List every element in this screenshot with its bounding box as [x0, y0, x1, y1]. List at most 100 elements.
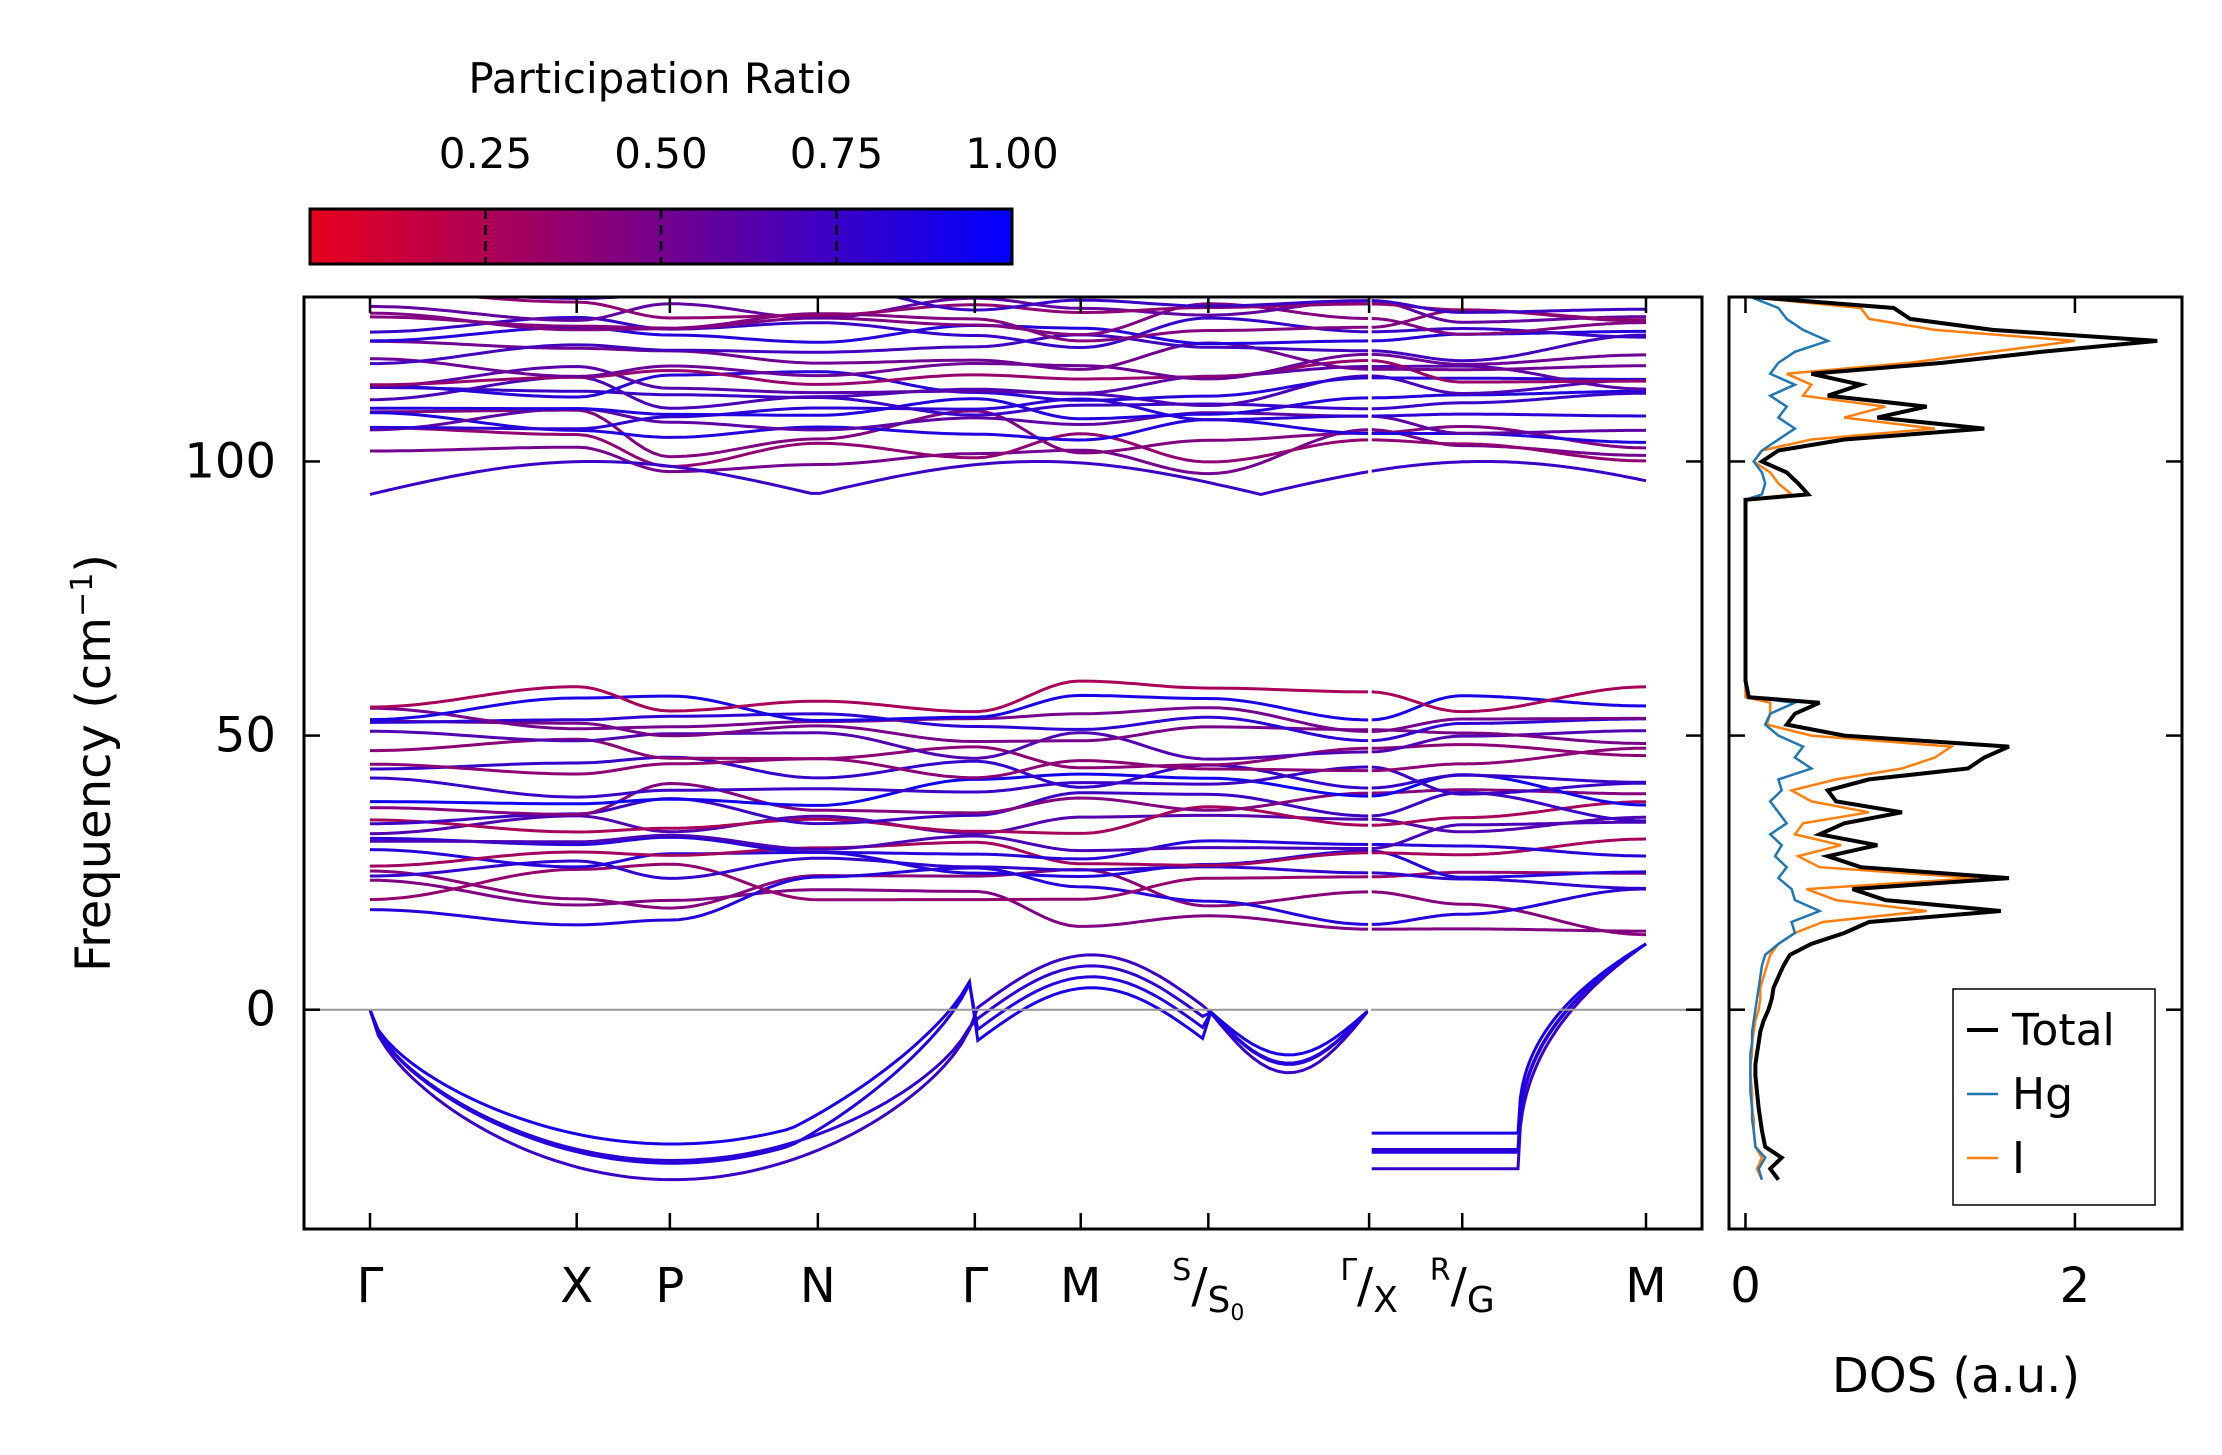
low-optical-branch [1371, 871, 1646, 890]
high-optical-branch [369, 370, 1370, 402]
legend-label: I [2012, 1133, 2025, 1184]
low-optical-branch [1371, 791, 1646, 823]
acoustic-branch [1371, 942, 1647, 1135]
high-optical-branch [1371, 327, 1646, 339]
low-optical-branch [370, 772, 1370, 807]
high-optical-branch [1371, 438, 1646, 463]
low-optical-branch [1371, 890, 1646, 937]
low-optical-branch [370, 679, 1370, 714]
high-optical-branch [1371, 425, 1646, 450]
colorbar-tick-label: 0.50 [614, 129, 708, 178]
acoustic-branch [368, 977, 1371, 1146]
band-structure-panel: 0 50 100 Γ X P N Γ M S/S0 Γ/X R/G M Frequency (cm−1) [65, 295, 1704, 1326]
acoustic-branch [1371, 942, 1647, 1154]
low-optical-branch [1371, 837, 1646, 857]
legend-items: Total Hg I [1967, 1005, 2115, 1184]
high-optical-branch [1371, 412, 1646, 418]
high-optical-branch [369, 352, 1370, 381]
high-optical-branch [370, 397, 1370, 431]
dos-legend: Total Hg I [1952, 988, 2156, 1206]
q-point-label: Γ [961, 1258, 988, 1314]
high-optical-branch [1371, 414, 1647, 435]
low-optical-branch [1371, 887, 1646, 926]
colorbar-tick-label: 0.25 [439, 129, 533, 178]
high-optical-branch [1371, 432, 1646, 444]
high-optical-branch [1371, 391, 1646, 411]
high-optical-branch [1371, 389, 1646, 400]
dos-curve-total [1743, 297, 2158, 1181]
legend-label: Hg [2012, 1069, 2073, 1120]
low-optical-branch [369, 693, 1370, 723]
high-optical-branch [1371, 317, 1646, 336]
low-optical-branch [1371, 716, 1646, 733]
low-optical-branch [1371, 685, 1646, 714]
high-optical-branch [369, 339, 1370, 371]
legend-box [1952, 988, 2156, 1206]
low-optical-branch [1371, 694, 1647, 722]
high-optical-branch [370, 428, 1370, 476]
high-optical-branch [1371, 359, 1646, 384]
high-optical-branch [369, 312, 1370, 343]
dos-curve-hg [1744, 297, 1832, 1181]
low-optical-branch [1371, 815, 1646, 834]
q-point-label: X [560, 1258, 593, 1314]
q-point-label: M [1060, 1258, 1101, 1314]
low-optical-branch [370, 729, 1370, 761]
q-point-label: M [1625, 1258, 1666, 1314]
dos-x-tick-label: 2 [2060, 1258, 2091, 1314]
y-axis-label: Frequency (cm−1) [65, 554, 122, 972]
low-optical-branch [370, 781, 1370, 816]
low-optical-branch [1371, 773, 1647, 807]
dos-x-axis-label: DOS (a.u.) [1832, 1348, 2080, 1404]
y-tick-label: 100 [184, 433, 276, 489]
colorbar-tick-label: 1.00 [965, 129, 1059, 178]
low-optical-branch [1371, 773, 1646, 790]
high-optical-branch [1371, 299, 1646, 314]
path-break-gap [1368, 297, 1372, 1229]
colorbar-tick-label: 0.75 [790, 129, 884, 178]
phonon-branches [368, 297, 1647, 1182]
low-optical-branch [369, 878, 1370, 931]
high-optical-branch [370, 359, 1370, 387]
high-optical-branch [370, 333, 1370, 366]
low-optical-branch [370, 833, 1370, 853]
q-point-label: R/G [1430, 1253, 1495, 1321]
low-optical-branch [1371, 843, 1646, 858]
high-optical-branch [369, 460, 1370, 496]
colorbar-title: Participation Ratio [468, 54, 851, 103]
acoustic-branch [368, 953, 1371, 1182]
low-optical-branch [369, 866, 1370, 927]
low-optical-branch [1371, 820, 1646, 850]
q-point-label: P [655, 1258, 684, 1314]
low-optical-branch [369, 765, 1370, 799]
high-optical-branch [1371, 376, 1646, 381]
low-optical-branch [370, 835, 1370, 861]
q-point-label: Γ/X [1340, 1253, 1398, 1321]
low-optical-branch [370, 856, 1370, 880]
low-optical-branch [1371, 849, 1646, 879]
low-optical-branch [1371, 746, 1646, 773]
y-tick-label: 0 [245, 982, 276, 1038]
low-optical-branch [1371, 788, 1646, 796]
q-point-label: N [800, 1258, 836, 1314]
band-axes: 0 50 100 Γ X P N Γ M S/S0 Γ/X R/G M [184, 297, 1702, 1326]
high-optical-branch [370, 396, 1370, 421]
colorbar: Participation Ratio 0.25 0.50 0.75 1.00 [308, 54, 1059, 266]
low-optical-branch [370, 757, 1370, 780]
high-optical-branch [370, 426, 1370, 468]
high-optical-branch [1371, 460, 1647, 483]
high-optical-branch [1371, 333, 1647, 363]
low-optical-branch [1371, 800, 1646, 827]
high-optical-branch [369, 302, 1370, 337]
low-optical-branch [370, 712, 1370, 743]
low-optical-branch [370, 719, 1370, 743]
legend-label: Total [2011, 1005, 2115, 1056]
low-optical-branch [1371, 743, 1646, 758]
dos-x-tick-label: 0 [1730, 1258, 1761, 1314]
high-optical-branch [1371, 364, 1646, 372]
y-axis-label-superscript: −1 [65, 573, 100, 617]
colorbar-ticks: 0.25 0.50 0.75 1.00 [439, 129, 1059, 264]
